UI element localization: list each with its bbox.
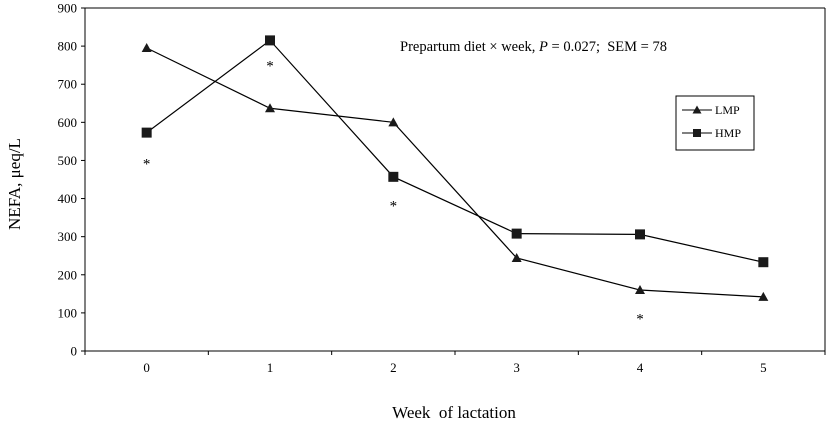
annotation-p-label: P xyxy=(538,39,548,55)
y-tick-label: 500 xyxy=(58,153,78,168)
y-tick-label: 200 xyxy=(58,267,78,282)
x-tick-label: 1 xyxy=(267,360,274,375)
x-tick-label: 5 xyxy=(760,360,767,375)
y-tick-label: 100 xyxy=(58,305,78,320)
legend-box xyxy=(675,95,755,151)
data-point-hmp xyxy=(141,127,152,138)
x-axis-title: Week of lactation xyxy=(392,403,516,422)
significance-markers: * * * * xyxy=(143,59,644,328)
y-tick-label: 600 xyxy=(58,115,78,130)
significance-star: * xyxy=(390,198,398,214)
x-tick-label: 4 xyxy=(637,360,644,375)
y-tick-label: 0 xyxy=(71,344,78,359)
legend-entry-lmp: LMP xyxy=(682,103,740,117)
legend-entry-hmp: HMP xyxy=(682,126,741,140)
significance-star: * xyxy=(266,59,274,75)
y-tick-label: 700 xyxy=(58,77,78,92)
data-point-hmp xyxy=(388,171,399,182)
data-point-lmp xyxy=(388,117,399,127)
data-point-hmp xyxy=(758,257,769,268)
y-tick-label: 900 xyxy=(58,1,78,16)
data-point-hmp xyxy=(635,229,645,240)
series-line-hmp xyxy=(146,39,764,263)
data-point-hmp xyxy=(265,35,275,46)
y-axis-title: NEFA, μeq/L xyxy=(5,138,24,230)
annotation-p-value: = 0.027; SEM = 78 xyxy=(548,39,667,55)
legend-label-lmp: LMP xyxy=(715,103,740,117)
legend-marker-hmp xyxy=(693,129,701,137)
data-point-lmp xyxy=(758,291,769,301)
data-point-lmp xyxy=(635,285,645,295)
y-axis-ticks: 0 100 200 300 400 500 600 700 800 900 xyxy=(58,1,85,359)
interaction-annotation: Prepartum diet × week, P = 0.027; SEM = … xyxy=(400,39,667,55)
data-point-lmp xyxy=(265,103,275,113)
series-line-lmp xyxy=(146,47,764,298)
axes xyxy=(84,7,826,352)
x-tick-label: 3 xyxy=(513,360,520,375)
y-tick-label: 800 xyxy=(58,39,78,54)
data-point-lmp xyxy=(511,253,522,263)
y-tick-label: 300 xyxy=(58,229,78,244)
annotation-prefix: Prepartum diet × week, xyxy=(400,39,539,55)
legend-marker-lmp xyxy=(692,105,702,114)
significance-star: * xyxy=(636,312,644,328)
data-point-lmp xyxy=(141,43,152,53)
significance-star: * xyxy=(143,157,151,173)
legend: LMP HMP xyxy=(675,95,755,151)
legend-label-hmp: HMP xyxy=(715,126,741,140)
x-tick-label: 2 xyxy=(390,360,397,375)
y-tick-label: 400 xyxy=(58,191,78,206)
series-layer xyxy=(141,35,769,301)
data-point-hmp xyxy=(511,228,522,239)
x-axis-ticks: 0 1 2 3 4 5 xyxy=(84,351,826,375)
x-tick-label: 0 xyxy=(143,360,150,375)
